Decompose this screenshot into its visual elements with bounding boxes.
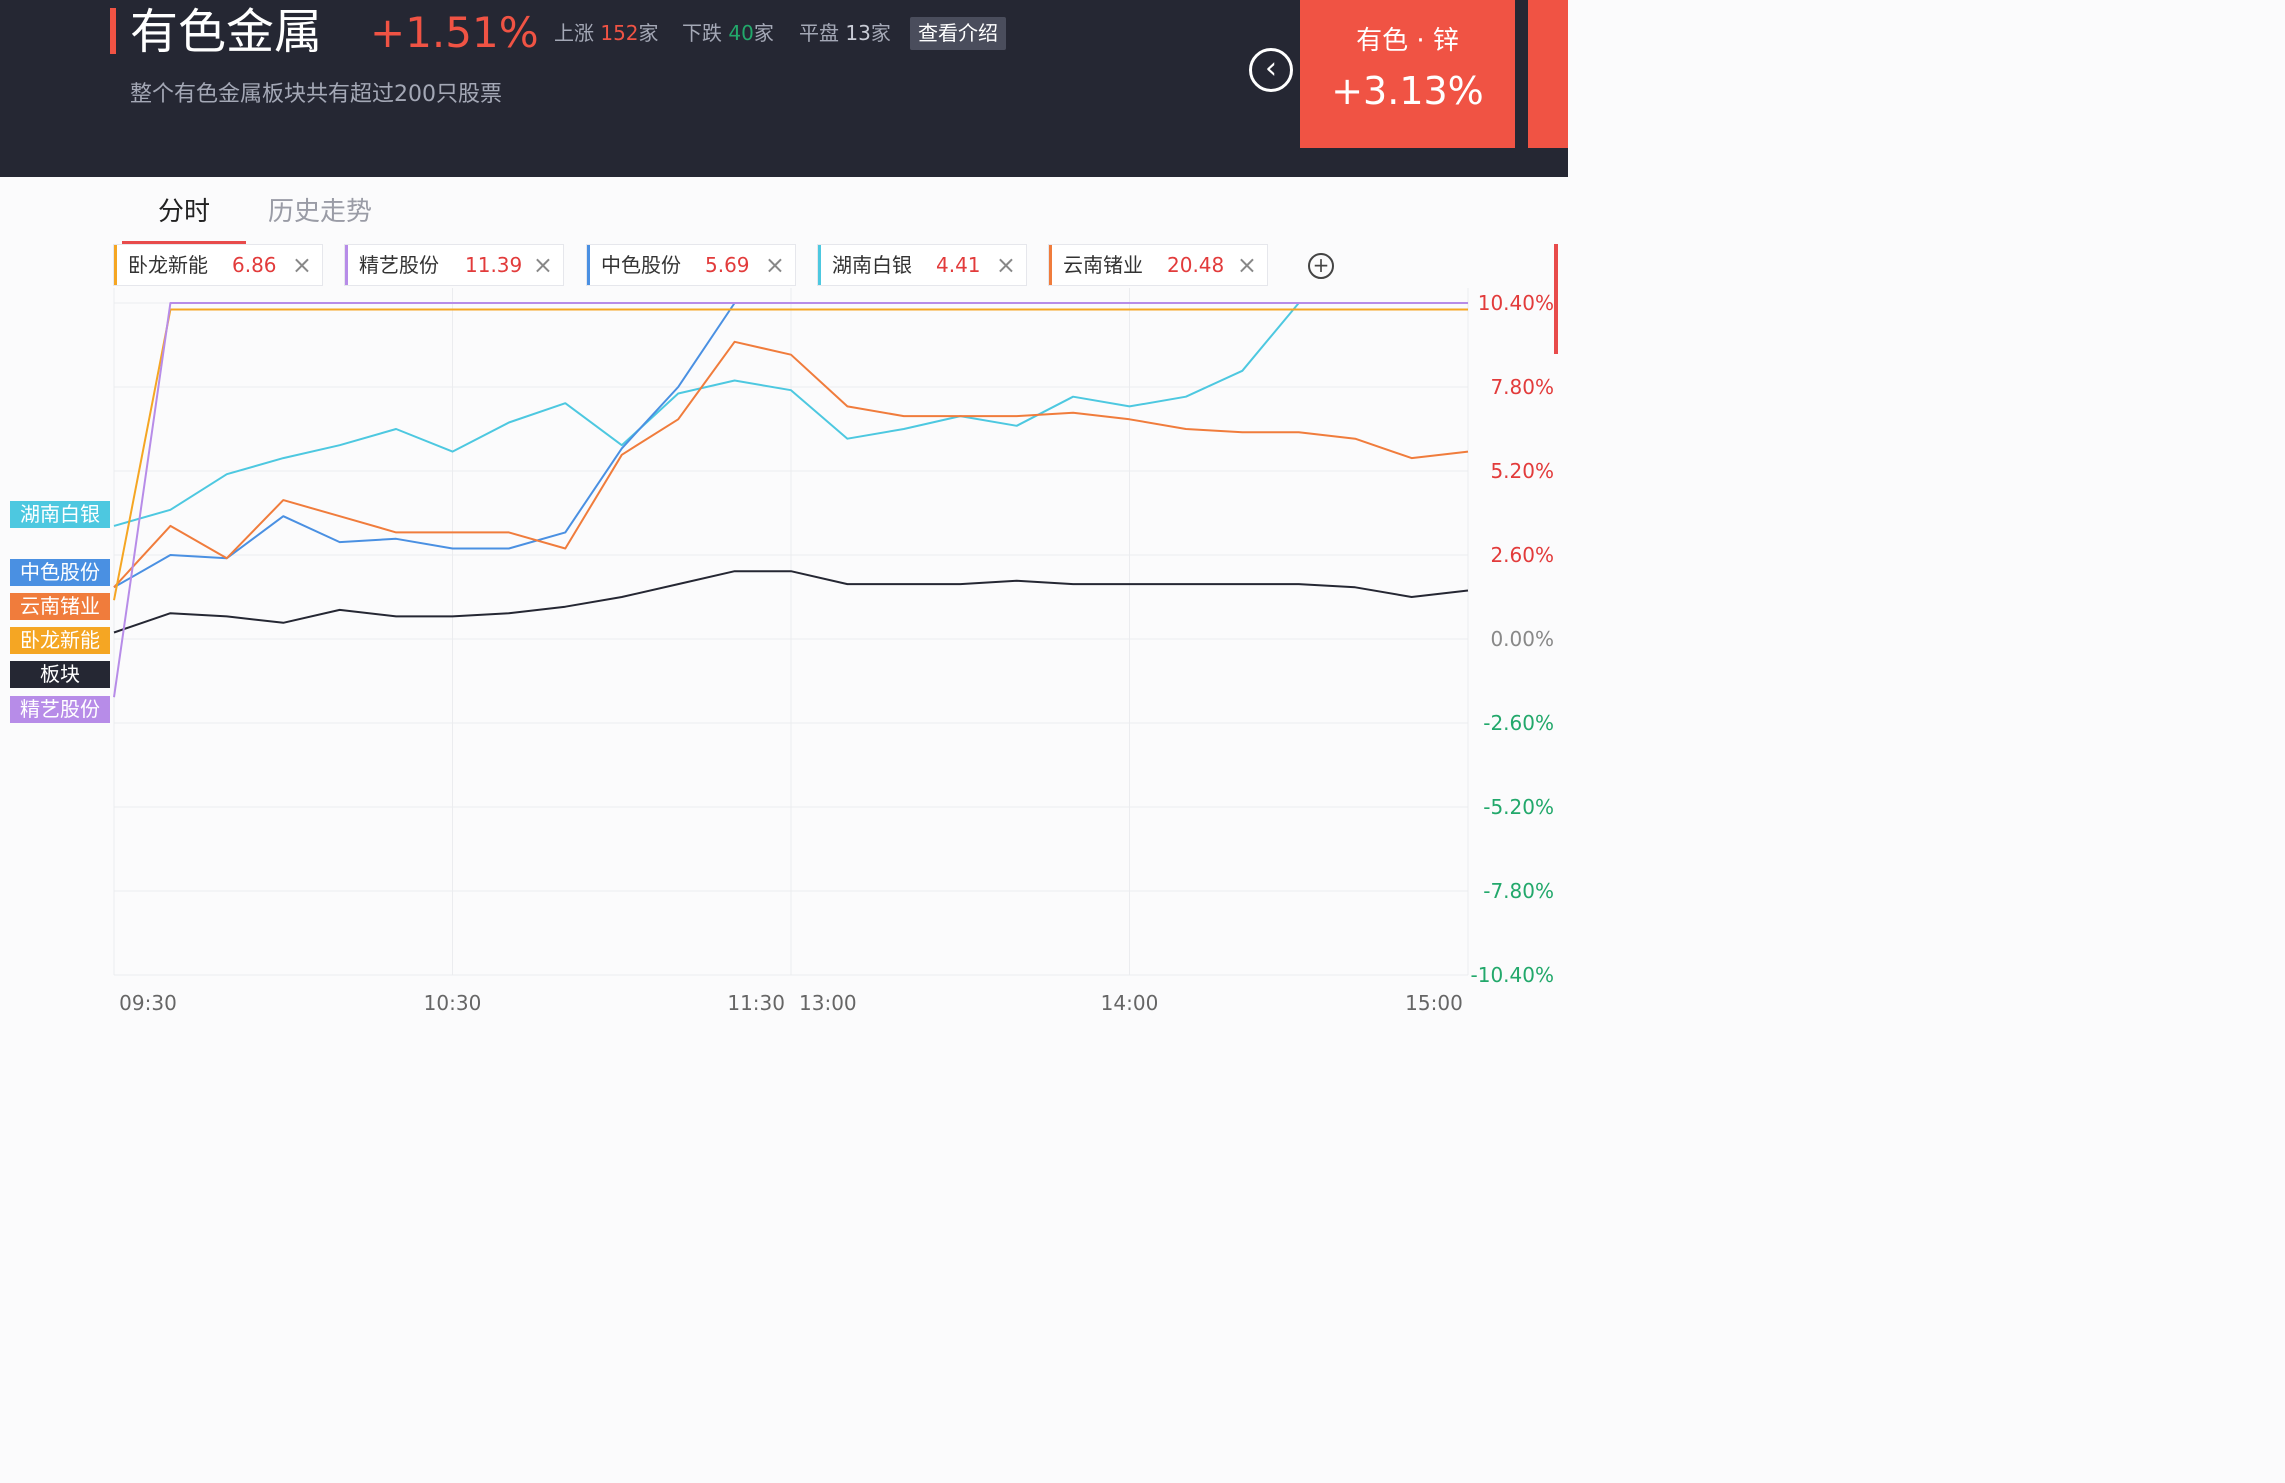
next-sector-card[interactable] [1528, 0, 1568, 148]
legend-tag: 卧龙新能 [10, 627, 110, 654]
legend-tag: 精艺股份 [10, 696, 110, 723]
y-tick-label: 5.20% [1490, 459, 1554, 483]
related-sector-change: +3.13% [1331, 69, 1484, 113]
sector-title: 有色金属 [130, 4, 323, 60]
x-tick-label: 11:30 [727, 991, 785, 1015]
up-label: 上涨 [554, 21, 594, 45]
chip-color-bar [114, 245, 117, 285]
related-sector-card[interactable]: 有色 · 锌 +3.13% [1300, 0, 1515, 148]
series-line [113, 570, 1469, 634]
series-line [113, 302, 1468, 698]
flat-stat: 平盘 13家 [799, 20, 891, 46]
flat-label: 平盘 [799, 21, 839, 45]
y-tick-label: 10.40% [1478, 291, 1554, 315]
flat-unit: 家 [870, 21, 891, 45]
chip-name: 精艺股份 [359, 253, 439, 277]
x-tick-label: 15:00 [1405, 991, 1463, 1015]
stock-chip[interactable]: 湖南白银 4.41 × [817, 244, 1027, 286]
sector-header: 有色金属 +1.51% 上涨 152家 下跌 40家 平盘 13家 查看介绍 整… [0, 0, 1568, 177]
down-unit: 家 [753, 21, 774, 45]
up-unit: 家 [638, 21, 659, 45]
related-sector-name: 有色 · 锌 [1356, 26, 1459, 56]
scroll-indicator [1554, 244, 1558, 354]
tab-active-indicator [122, 241, 246, 245]
flat-count: 13 [845, 21, 871, 45]
x-tick-label: 14:00 [1101, 991, 1159, 1015]
close-icon[interactable]: × [532, 251, 553, 279]
series-line [113, 308, 1468, 601]
legend-tag: 板块 [10, 661, 110, 688]
chip-value: 4.41 [936, 253, 981, 277]
down-stat: 下跌 40家 [682, 20, 774, 46]
chip-value: 5.69 [705, 253, 750, 277]
chip-color-bar [345, 245, 348, 285]
y-tick-label: -5.20% [1483, 795, 1554, 819]
chip-value: 11.39 [465, 253, 523, 277]
tab-history[interactable]: 历史走势 [268, 197, 373, 227]
series-line [113, 302, 1468, 527]
tab-intraday[interactable]: 分时 [157, 197, 210, 227]
chip-name: 卧龙新能 [128, 253, 208, 277]
chip-value: 6.86 [232, 253, 277, 277]
x-tick-label: 13:00 [799, 991, 857, 1015]
up-stat: 上涨 152家 [554, 20, 659, 46]
title-accent-bar [110, 8, 116, 54]
chip-name: 中色股份 [601, 253, 681, 277]
stock-chip[interactable]: 卧龙新能 6.86 × [113, 244, 323, 286]
intraday-chart: 10.40% 7.80% 5.20% 2.60% 0.00% -2.60% -5.20% -7… [113, 288, 1554, 1015]
chip-name: 云南锗业 [1063, 253, 1143, 277]
up-count: 152 [600, 21, 639, 45]
close-icon[interactable]: × [995, 251, 1016, 279]
close-icon[interactable]: × [764, 251, 785, 279]
chip-value: 20.48 [1167, 253, 1225, 277]
x-tick-label: 10:30 [424, 991, 482, 1015]
chip-color-bar [587, 245, 590, 285]
legend-tag: 云南锗业 [10, 593, 110, 620]
x-tick-label: 09:30 [119, 991, 177, 1015]
y-tick-label: -7.80% [1483, 879, 1554, 903]
down-count: 40 [728, 21, 754, 45]
chevron-left-icon[interactable]: ‹ [1249, 48, 1293, 92]
view-intro-button[interactable]: 查看介绍 [910, 17, 1006, 50]
y-tick-label: 2.60% [1490, 543, 1554, 567]
sector-subtitle: 整个有色金属板块共有超过200只股票 [130, 82, 502, 107]
stock-chip[interactable]: 中色股份 5.69 × [586, 244, 796, 286]
chip-name: 湖南白银 [832, 253, 912, 277]
add-stock-icon[interactable]: + [1308, 253, 1334, 279]
legend-tag: 中色股份 [10, 559, 110, 586]
sector-change: +1.51% [370, 8, 539, 57]
legend-tag: 湖南白银 [10, 501, 110, 528]
close-icon[interactable]: × [291, 251, 312, 279]
stock-chip[interactable]: 精艺股份 11.39 × [344, 244, 564, 286]
y-tick-label: 0.00% [1490, 627, 1554, 651]
stock-chip[interactable]: 云南锗业 20.48 × [1048, 244, 1268, 286]
chip-color-bar [818, 245, 821, 285]
chip-color-bar [1049, 245, 1052, 285]
y-tick-label: -10.40% [1471, 963, 1554, 987]
series-line [113, 340, 1469, 588]
close-icon[interactable]: × [1236, 251, 1257, 279]
y-tick-label: 7.80% [1490, 375, 1554, 399]
down-label: 下跌 [682, 21, 722, 45]
y-tick-label: -2.60% [1483, 711, 1554, 735]
